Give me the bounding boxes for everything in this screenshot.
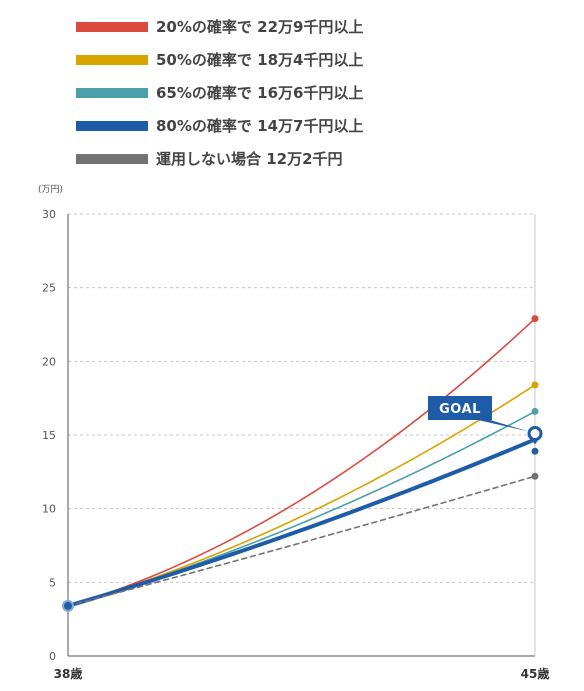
y-tick-15: 15: [42, 429, 56, 442]
start-point: [62, 599, 74, 612]
legend-item-80: 80%の確率で 14万7千円以上: [76, 109, 363, 142]
extra-end-point: [531, 447, 539, 455]
x-tick-start: 38歳: [54, 666, 83, 681]
series-line-4: [67, 475, 536, 607]
goal-pointer: [478, 420, 529, 432]
legend-item-20: 20%の確率で 22万9千円以上: [76, 10, 363, 43]
y-tick-labels: 0 5 10 15 20 25 30: [42, 208, 56, 663]
legend-swatch-65: [76, 87, 148, 98]
y-tick-25: 25: [42, 282, 56, 295]
legend-swatch-no-invest: [76, 153, 148, 164]
series-line-3: [66, 437, 537, 608]
x-tick-labels: 38歳 45歳: [54, 666, 550, 681]
legend-label-65: 65%の確率で 16万6千円以上: [156, 84, 364, 102]
series-end-point-1: [531, 381, 539, 389]
goal-marker: [527, 426, 543, 442]
y-tick-0: 0: [49, 650, 56, 663]
y-tick-10: 10: [42, 503, 56, 516]
y-tick-20: 20: [42, 355, 56, 368]
legend-item-65: 65%の確率で 16万6千円以上: [76, 76, 363, 109]
goal-box: [428, 396, 492, 420]
goal-label: GOAL: [439, 402, 481, 417]
goal-callout: GOAL: [428, 396, 543, 445]
series-line-0: [67, 317, 536, 607]
legend-swatch-50: [76, 54, 148, 65]
series-end-point-2: [531, 407, 539, 415]
goal-marker-tip: [531, 438, 539, 445]
series-end-point-4: [531, 472, 539, 480]
y-tick-30: 30: [42, 208, 56, 221]
legend-item-50: 50%の確率で 18万4千円以上: [76, 43, 363, 76]
legend-swatch-20: [76, 21, 148, 32]
legend-swatch-80: [76, 120, 148, 131]
series-end-point-0: [531, 315, 539, 323]
legend-item-no-invest: 運用しない場合 12万2千円: [76, 142, 363, 175]
legend-label-50: 50%の確率で 18万4千円以上: [156, 51, 364, 69]
x-tick-end: 45歳: [521, 666, 550, 681]
legend: 20%の確率で 22万9千円以上 50%の確率で 18万4千円以上 65%の確率…: [76, 10, 363, 175]
series-points: [62, 315, 539, 612]
y-tick-5: 5: [49, 576, 56, 589]
legend-label-80: 80%の確率で 14万7千円以上: [156, 117, 364, 135]
y-unit-label: (万円): [38, 184, 63, 195]
legend-label-no-invest: 運用しない場合 12万2千円: [156, 150, 343, 168]
series-lines: [66, 317, 537, 608]
grid: [67, 213, 536, 657]
legend-label-20: 20%の確率で 22万9千円以上: [156, 18, 364, 36]
